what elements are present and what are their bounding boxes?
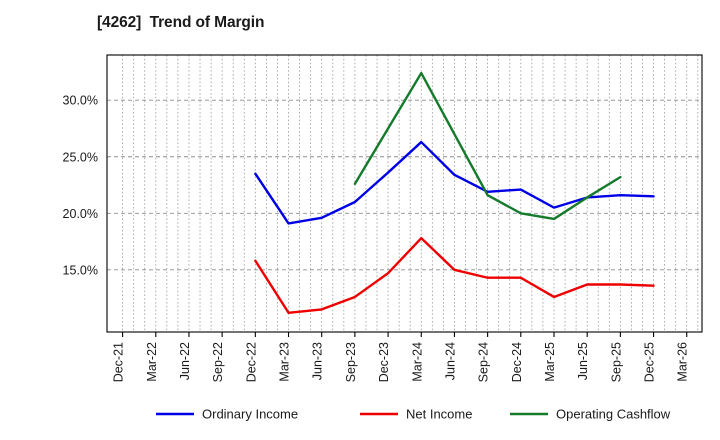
x-axis-tick-label: Jun-25 bbox=[576, 342, 590, 380]
axis-frame bbox=[106, 54, 703, 333]
x-axis-tick-label: Jun-22 bbox=[178, 342, 192, 380]
legend-label-0: Ordinary Income bbox=[202, 407, 298, 422]
series-line-operating-cashflow bbox=[353, 71, 622, 221]
legend-label-1: Net Income bbox=[406, 407, 472, 422]
y-axis-tick-label: 30.0% bbox=[63, 94, 98, 108]
series-line-net-income bbox=[254, 236, 655, 314]
x-axis-tick-label: Mar-25 bbox=[543, 342, 557, 382]
x-axis-tick-label: Sep-22 bbox=[211, 342, 225, 382]
x-axis-tick-label: Dec-23 bbox=[377, 342, 391, 382]
chart-legend: Ordinary Income Net Income Operating Cashf… bbox=[156, 407, 671, 422]
x-axis-tick-label: Sep-25 bbox=[609, 342, 623, 382]
x-axis-tick-label: Sep-24 bbox=[477, 342, 491, 382]
x-tick-labels: Dec-21 Mar-22 Jun-22 Sep-22 Dec-22 Mar-23 Jun-… bbox=[112, 342, 690, 382]
x-axis-tick-label: Mar-26 bbox=[676, 342, 690, 382]
minor-gridlines bbox=[122, 55, 699, 332]
x-tickmarks bbox=[122, 332, 688, 337]
y-tick-labels: 15.0% 20.0% 25.0% 30.0% bbox=[63, 94, 98, 278]
x-axis-tick-label: Mar-24 bbox=[410, 342, 424, 382]
y-axis-tick-label: 25.0% bbox=[63, 150, 98, 164]
x-axis-tick-label: Dec-24 bbox=[510, 342, 524, 382]
chart-title: [4262] Trend of Margin bbox=[97, 14, 265, 31]
legend-label-2: Operating Cashflow bbox=[556, 407, 671, 422]
x-axis-tick-label: Jun-23 bbox=[311, 342, 325, 380]
y-axis-tick-label: 15.0% bbox=[63, 263, 98, 277]
y-axis-tick-label: 20.0% bbox=[63, 207, 98, 221]
major-gridlines bbox=[107, 99, 702, 271]
x-axis-tick-label: Mar-23 bbox=[278, 342, 292, 382]
x-axis-tick-label: Dec-22 bbox=[244, 342, 258, 382]
x-axis-tick-label: Dec-25 bbox=[643, 342, 657, 382]
x-axis-tick-label: Mar-22 bbox=[145, 342, 159, 382]
x-axis-tick-label: Sep-23 bbox=[344, 342, 358, 382]
x-axis-tick-label: Dec-21 bbox=[112, 342, 126, 382]
data-series bbox=[254, 71, 655, 314]
x-axis-tick-label: Jun-24 bbox=[443, 342, 457, 380]
